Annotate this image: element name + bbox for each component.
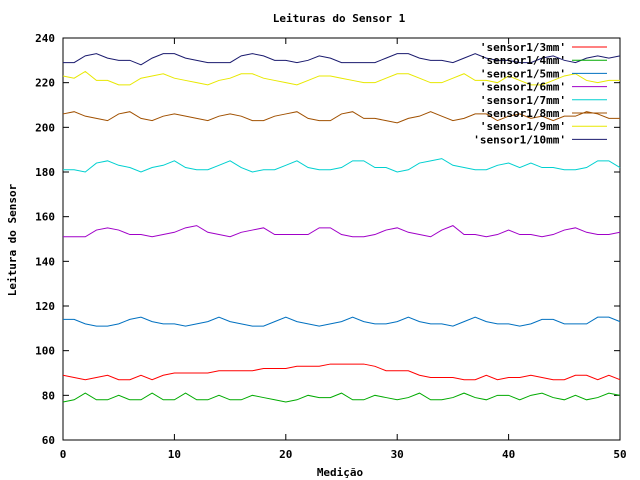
y-axis-label: Leitura do Sensor	[6, 183, 19, 296]
y-tick-label: 100	[35, 345, 55, 358]
series-line-6	[62, 111, 620, 124]
y-tick-label: 220	[35, 77, 55, 90]
y-tick-label: 140	[35, 255, 55, 268]
plot-frame	[62, 37, 621, 441]
x-axis-label: Medição	[317, 466, 364, 479]
x-tick-label: 10	[168, 448, 181, 461]
legend-label: 'sensor1/4mm'	[480, 54, 566, 67]
chart-title: Leituras do Sensor 1	[273, 12, 406, 25]
legend-label: 'sensor1/5mm'	[480, 67, 566, 80]
series-layer	[62, 53, 621, 403]
y-tick-label: 200	[35, 121, 55, 134]
y-tick-label: 180	[35, 166, 55, 179]
y-tick-label: 60	[42, 434, 55, 447]
y-tick-label: 80	[42, 389, 55, 402]
series-line-8	[63, 53, 621, 66]
legend-label: 'sensor1/3mm'	[480, 41, 566, 54]
x-tick-label: 50	[613, 448, 626, 461]
series-line-1	[62, 363, 621, 381]
y-tick-label: 240	[35, 32, 55, 45]
series-line-5	[63, 158, 621, 173]
x-axis: 0 10 20 30 40 50	[60, 38, 627, 461]
legend-label: 'sensor1/7mm'	[480, 94, 566, 107]
x-tick-label: 30	[391, 448, 404, 461]
x-tick-label: 20	[279, 448, 292, 461]
series-line-2	[62, 392, 621, 403]
legend: 'sensor1/3mm''sensor1/4mm''sensor1/5mm''…	[473, 41, 607, 146]
legend-label: 'sensor1/10mm'	[473, 133, 566, 146]
series-line-7	[62, 70, 620, 86]
legend-label: 'sensor1/9mm'	[480, 120, 566, 133]
y-tick-label: 120	[35, 300, 55, 313]
y-axis: 60 80 100 120 140 160 180 200 220 240	[35, 32, 620, 447]
x-tick-label: 0	[60, 448, 67, 461]
y-tick-label: 160	[35, 211, 55, 224]
series-line-3	[63, 316, 621, 327]
legend-label: 'sensor1/8mm'	[480, 107, 566, 120]
legend-label: 'sensor1/6mm'	[480, 81, 566, 94]
x-tick-label: 40	[502, 448, 515, 461]
series-line-4	[63, 225, 621, 238]
